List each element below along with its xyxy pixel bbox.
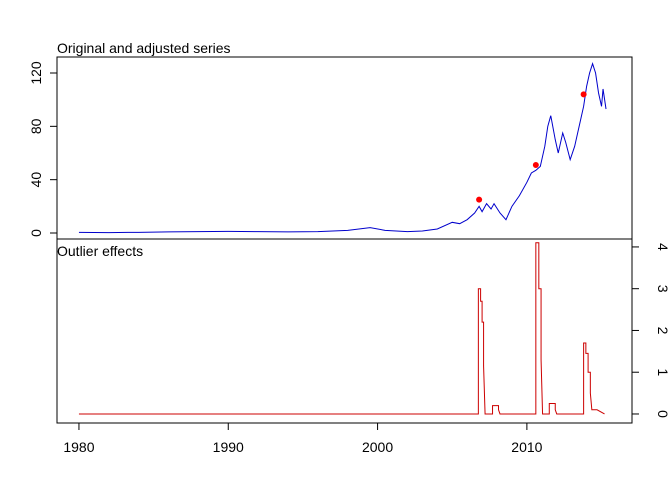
y-tick-label: 2 [655,327,671,335]
outlier-point [580,91,587,98]
y-tick-label: 0 [655,410,671,418]
y-tick-label: 4 [655,243,671,251]
y-tick-label: 40 [28,172,44,188]
y-tick-label: 120 [28,61,44,85]
bottom-title: Outlier effects [57,243,143,259]
series-line [78,242,605,415]
x-tick-label: 1980 [63,439,94,455]
bottom-frame [56,238,633,424]
series-line [78,62,607,234]
y-tick-label: 0 [28,229,44,237]
x-tick-label: 2000 [362,439,393,455]
outlier-point [476,196,483,203]
x-tick-label: 1990 [213,439,244,455]
y-tick-label: 1 [655,368,671,376]
outlier-point [532,162,539,168]
y-tick-label: 3 [655,285,671,293]
top-frame [56,56,633,240]
y-tick-label: 80 [28,118,44,134]
x-tick-label: 2010 [511,439,542,455]
top-title: Original and adjusted series [57,40,231,56]
